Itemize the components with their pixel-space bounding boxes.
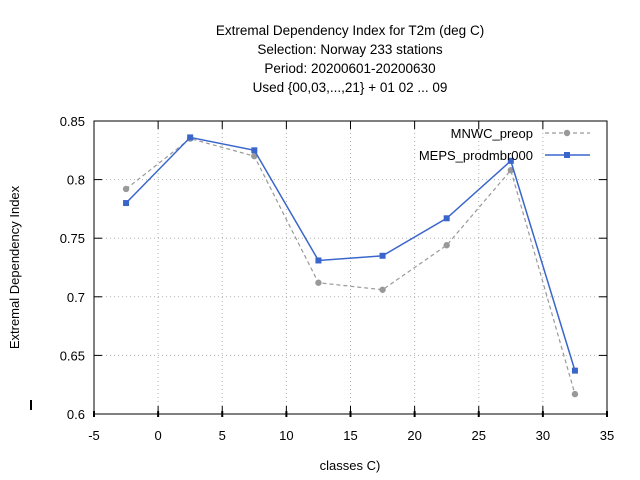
axis-ticks: -5 0 5 10 15 20 25 30 35 0.6 0.65 0.7 0.75 0.8 0.85: [60, 114, 615, 443]
y-tick-label: 0.7: [67, 290, 85, 305]
grid: [94, 121, 607, 414]
chart-title-line: Selection: Norway 233 stations: [257, 42, 443, 57]
data-point: [123, 200, 130, 207]
data-point: [187, 134, 194, 141]
x-tick-label: -5: [88, 428, 100, 443]
y-tick-label: 0.75: [60, 231, 85, 246]
data-point: [251, 147, 258, 154]
x-tick-label: 15: [343, 428, 357, 443]
chart-title: Extremal Dependency Index for T2m (deg C…: [216, 23, 484, 95]
legend: MNWC_preop MEPS_prodmbr000: [419, 126, 590, 163]
x-tick-label: 5: [219, 428, 226, 443]
x-tick-label: 30: [536, 428, 550, 443]
x-tick-label: 35: [600, 428, 614, 443]
data-point: [315, 279, 322, 286]
x-tick-label: 10: [279, 428, 293, 443]
series: [122, 134, 579, 398]
data-point: [315, 257, 322, 264]
legend-label: MEPS_prodmbr000: [419, 148, 533, 163]
y-tick-label: 0.8: [67, 173, 85, 188]
y-tick-label: 0.65: [60, 348, 85, 363]
data-point: [443, 215, 450, 222]
y-tick-label: 0.6: [67, 407, 85, 422]
legend-marker: [564, 152, 570, 158]
x-tick-label: 20: [407, 428, 421, 443]
chart-title-line: Period: 20200601-20200630: [264, 61, 435, 76]
chart-title-line: Used {00,03,...,21} + 01 02 ... 09: [253, 80, 448, 95]
x-tick-label: 25: [472, 428, 486, 443]
data-point: [571, 367, 578, 374]
series-line-MNWC_preop: [125, 137, 576, 395]
data-point: [379, 252, 386, 259]
data-point: [443, 242, 450, 249]
legend-marker: [563, 129, 571, 137]
data-point: [251, 152, 258, 160]
chart-title-line: Extremal Dependency Index for T2m (deg C…: [216, 23, 484, 38]
data-point: [379, 286, 386, 293]
data-point: [507, 157, 514, 164]
y-tick-label: 0.85: [60, 114, 85, 129]
plot-frame: [93, 120, 608, 415]
series-line-MEPS_prodmbr000: [125, 136, 576, 371]
x-tick-label: 0: [155, 428, 162, 443]
legend-label: MNWC_preop: [451, 126, 533, 141]
x-axis-label: classes C): [320, 458, 381, 473]
y-axis-label: Extremal Dependency Index: [7, 185, 22, 349]
data-point: [122, 185, 130, 193]
data-point: [571, 390, 579, 398]
